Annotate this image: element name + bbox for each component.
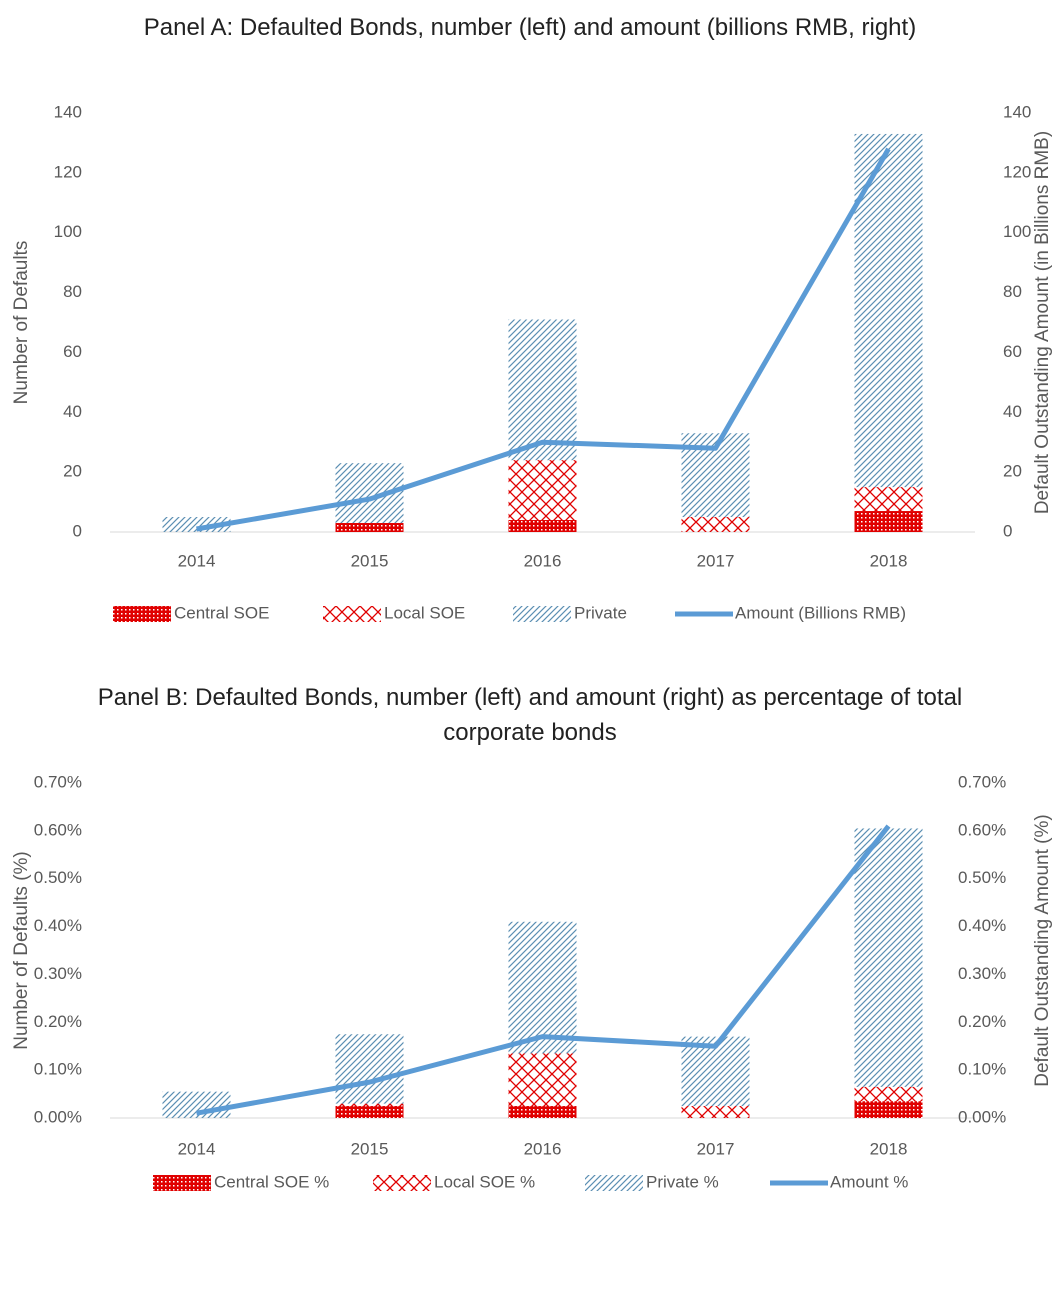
legend-swatch (323, 606, 381, 622)
legend-label: Amount % (830, 1172, 908, 1191)
y2-tick-label: 0.60% (958, 820, 1006, 839)
bar (335, 523, 404, 532)
y-tick-label: 0.00% (34, 1107, 82, 1126)
x-tick-label: 2014 (178, 551, 216, 570)
bar (335, 1034, 404, 1104)
y-tick-label: 0.30% (34, 964, 82, 983)
y2-tick-label: 80 (1003, 282, 1022, 301)
legend-label: Private % (646, 1172, 719, 1191)
bar (854, 1101, 923, 1118)
legend-swatch (373, 1175, 431, 1191)
y-tick-label: 0.40% (34, 916, 82, 935)
line (196, 147, 891, 532)
bar (508, 1053, 577, 1107)
y-tick-label: 20 (63, 462, 82, 481)
y2-tick-label: 0.10% (958, 1060, 1006, 1079)
legend-label: Central SOE % (214, 1172, 329, 1191)
y2-tick-label: 0.20% (958, 1012, 1006, 1031)
x-tick-label: 2015 (351, 1139, 389, 1158)
y2-tick-label: 40 (1003, 402, 1022, 421)
legend-label: Amount (Billions RMB) (735, 603, 906, 622)
x-tick-label: 2016 (524, 551, 562, 570)
y2-tick-label: 120 (1003, 162, 1031, 181)
bar (681, 1106, 750, 1118)
y2-tick-label: 0.30% (958, 964, 1006, 983)
legend-label: Private (574, 603, 627, 622)
y2-tick-label: 100 (1003, 222, 1031, 241)
y-tick-label: 0.20% (34, 1012, 82, 1031)
line (196, 824, 891, 1116)
y-axis-title: Number of Defaults (11, 241, 32, 405)
bar (335, 1103, 404, 1107)
y2-axis-title: Default Outstanding Amount (in Billions … (1032, 131, 1053, 514)
bar (508, 921, 577, 1054)
legend-label: Central SOE (174, 603, 269, 622)
y-tick-label: 80 (63, 282, 82, 301)
y-tick-label: 0.10% (34, 1060, 82, 1079)
y-tick-label: 0 (73, 521, 82, 540)
y2-tick-label: 60 (1003, 342, 1022, 361)
bar (854, 511, 923, 532)
bar (508, 460, 577, 521)
x-tick-label: 2018 (870, 551, 908, 570)
legend-label: Local SOE % (434, 1172, 535, 1191)
legend-swatch (585, 1175, 643, 1191)
x-tick-label: 2015 (351, 551, 389, 570)
x-tick-label: 2017 (697, 551, 735, 570)
y2-tick-label: 0.70% (958, 772, 1006, 791)
y-tick-label: 0.50% (34, 868, 82, 887)
y2-axis-title: Default Outstanding Amount (%) (1032, 814, 1053, 1086)
x-tick-label: 2018 (870, 1139, 908, 1158)
bar (854, 487, 923, 512)
bar (508, 520, 577, 532)
y2-tick-label: 0 (1003, 521, 1012, 540)
y-tick-label: 100 (54, 222, 82, 241)
bar (508, 1106, 577, 1118)
bar (854, 1086, 923, 1102)
y-tick-label: 0.70% (34, 772, 82, 791)
y2-tick-label: 0.00% (958, 1107, 1006, 1126)
bar (854, 828, 923, 1087)
y2-tick-label: 0.40% (958, 916, 1006, 935)
chart-title: Panel B: Defaulted Bonds, number (left) … (97, 684, 963, 746)
x-tick-label: 2016 (524, 1139, 562, 1158)
y2-tick-label: 140 (1003, 102, 1031, 121)
y2-tick-label: 0.50% (958, 868, 1006, 887)
y-tick-label: 140 (54, 102, 82, 121)
chart-title: Panel A: Defaulted Bonds, number (left) … (143, 14, 917, 41)
y-tick-label: 120 (54, 162, 82, 181)
bar (162, 1091, 231, 1118)
legend-swatch (113, 606, 171, 622)
legend-swatch (513, 606, 571, 622)
x-tick-label: 2017 (697, 1139, 735, 1158)
legend-swatch (153, 1175, 211, 1191)
y-tick-label: 40 (63, 402, 82, 421)
bar (508, 319, 577, 461)
legend-label: Local SOE (384, 603, 465, 622)
y-axis-title: Number of Defaults (%) (11, 851, 32, 1050)
x-tick-label: 2014 (178, 1139, 216, 1158)
y2-tick-label: 20 (1003, 462, 1022, 481)
bar (335, 1106, 404, 1118)
y-tick-label: 0.60% (34, 820, 82, 839)
y-tick-label: 60 (63, 342, 82, 361)
bar (681, 517, 750, 532)
